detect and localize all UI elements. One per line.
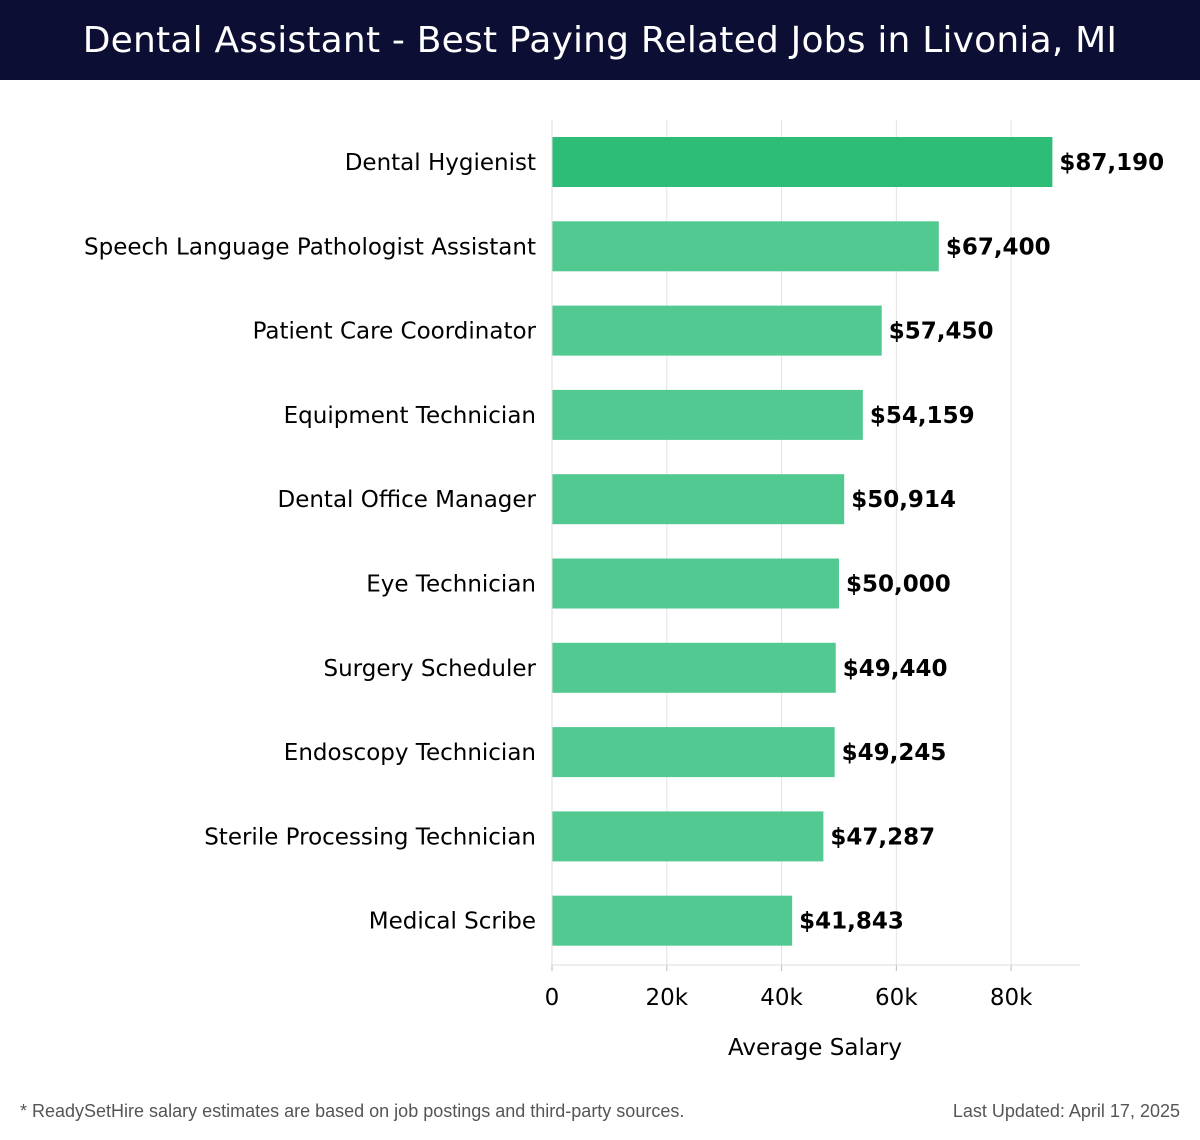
last-updated: Last Updated: April 17, 2025	[952, 1101, 1180, 1121]
category-label: Equipment Technician	[284, 403, 536, 429]
axes: 0 20k 40k 60k 80k	[545, 120, 1080, 1011]
bar	[552, 642, 836, 693]
value-label: $54,159	[870, 403, 975, 429]
value-label: $50,914	[851, 487, 956, 513]
chart-header: Dental Assistant - Best Paying Related J…	[0, 0, 1200, 80]
bar	[552, 474, 845, 525]
x-tick-label: 60k	[875, 985, 918, 1011]
value-label: $49,440	[843, 656, 948, 682]
x-axis-label: Average Salary	[728, 1035, 902, 1061]
category-label: Dental Hygienist	[345, 150, 536, 176]
x-tick-label: 20k	[645, 985, 688, 1011]
category-label: Surgery Scheduler	[323, 656, 536, 682]
bar	[552, 137, 1053, 187]
value-label: $67,400	[946, 234, 1051, 260]
bar	[552, 558, 839, 609]
bar	[552, 811, 824, 862]
category-label: Endoscopy Technician	[284, 740, 536, 766]
value-label: $57,450	[889, 319, 994, 345]
footer-note: * ReadySetHire salary estimates are base…	[20, 1101, 685, 1121]
bar	[552, 221, 939, 272]
category-label: Eye Technician	[366, 572, 536, 598]
value-label: $47,287	[830, 824, 935, 850]
value-label: $87,190	[1059, 150, 1164, 176]
bars: Dental Hygienist $87,190 Speech Language P…	[84, 137, 1164, 946]
category-label: Sterile Processing Technician	[204, 824, 536, 850]
category-label: Medical Scribe	[369, 909, 536, 935]
bar	[552, 389, 863, 440]
category-label: Dental Office Manager	[277, 487, 536, 513]
bar-chart: Dental Hygienist $87,190 Speech Language P…	[84, 120, 1164, 1061]
x-tick-label: 40k	[760, 985, 803, 1011]
value-label: $41,843	[799, 909, 904, 935]
value-label: $49,245	[842, 740, 947, 766]
value-label: $50,000	[846, 572, 951, 598]
category-label: Speech Language Pathologist Assistant	[84, 234, 536, 260]
bar	[552, 895, 793, 946]
bar	[552, 727, 835, 778]
chart-title: Dental Assistant - Best Paying Related J…	[82, 19, 1118, 61]
category-label: Patient Care Coordinator	[253, 319, 537, 345]
x-tick-label: 80k	[990, 985, 1033, 1011]
bar	[552, 305, 882, 356]
x-tick-label: 0	[545, 985, 560, 1011]
